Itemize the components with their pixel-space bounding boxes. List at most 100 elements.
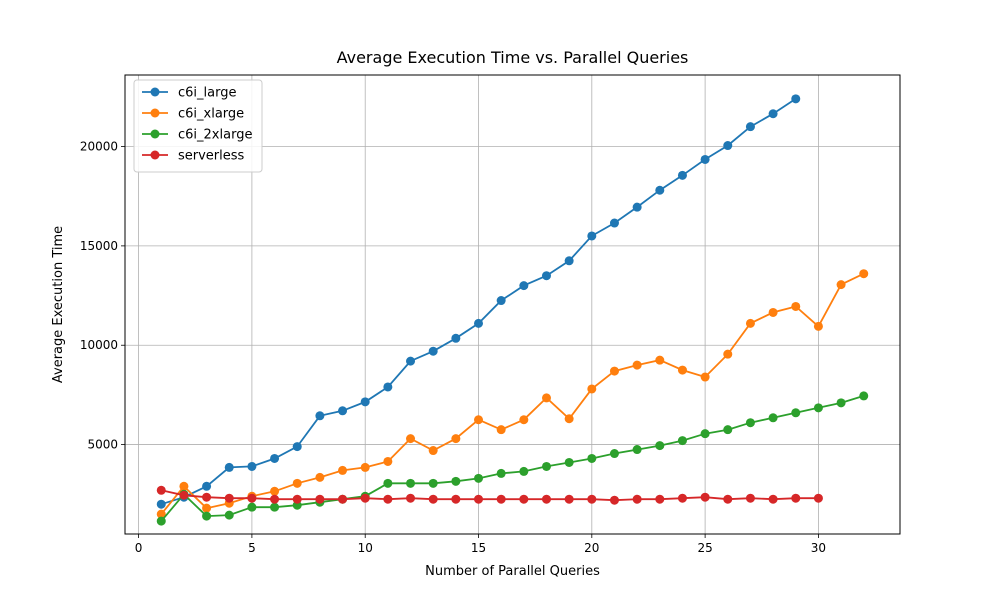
data-point	[202, 503, 212, 513]
series-group	[156, 94, 869, 526]
data-point	[677, 493, 687, 503]
data-point	[292, 442, 302, 452]
legend: c6i_large c6i_xlarge c6i_2xlarge serverless	[133, 79, 263, 173]
legend-marker	[150, 129, 160, 139]
legend-item: c6i_xlarge	[142, 107, 244, 122]
data-point	[360, 397, 370, 407]
data-point	[496, 296, 506, 306]
data-point	[179, 481, 189, 491]
y-tick-label: 15000	[80, 239, 118, 253]
data-point	[632, 202, 642, 212]
data-point	[360, 462, 370, 472]
axis-ticks: 0 5 10 15 20 25 30 5000 10000 15000 20000	[80, 140, 826, 555]
data-point	[768, 494, 778, 504]
data-point	[564, 414, 574, 424]
data-point	[700, 154, 710, 164]
data-point	[609, 449, 619, 459]
data-point	[406, 434, 416, 444]
series-serverless	[156, 485, 823, 505]
data-point	[564, 494, 574, 504]
data-point	[677, 170, 687, 180]
data-point	[655, 494, 665, 504]
data-point	[315, 472, 325, 482]
legend-label: c6i_large	[178, 86, 236, 101]
data-point	[723, 349, 733, 359]
data-point	[156, 485, 166, 495]
data-point	[224, 510, 234, 520]
x-axis-label: Number of Parallel Queries	[425, 564, 600, 579]
data-point	[836, 280, 846, 290]
data-point	[609, 366, 619, 376]
data-point	[677, 436, 687, 446]
legend-label: c6i_xlarge	[178, 107, 244, 122]
data-point	[791, 94, 801, 104]
data-point	[156, 499, 166, 509]
series-c6i_large	[156, 94, 801, 509]
data-point	[474, 494, 484, 504]
data-point	[474, 415, 484, 425]
data-point	[609, 218, 619, 228]
legend-item: serverless	[142, 149, 245, 164]
data-point	[270, 486, 280, 496]
data-point	[315, 494, 325, 504]
x-tick-label: 25	[697, 541, 712, 555]
data-point	[723, 494, 733, 504]
data-point	[655, 185, 665, 195]
plot-area-frame	[124, 74, 901, 535]
data-point	[156, 516, 166, 526]
legend-item: c6i_large	[142, 86, 236, 101]
x-tick-label: 30	[811, 541, 826, 555]
data-point	[700, 372, 710, 382]
data-point	[383, 382, 393, 392]
legend-label: c6i_2xlarge	[178, 128, 252, 143]
y-tick-label: 10000	[80, 338, 118, 352]
data-point	[338, 465, 348, 475]
series-c6i_2xlarge	[156, 391, 869, 526]
data-point	[451, 333, 461, 343]
data-point	[541, 271, 551, 281]
data-point	[428, 494, 438, 504]
x-tick-label: 20	[584, 541, 599, 555]
data-point	[859, 391, 869, 401]
legend-box	[133, 79, 263, 173]
data-point	[247, 502, 257, 512]
data-point	[224, 462, 234, 472]
data-point	[247, 461, 257, 471]
data-point	[179, 490, 189, 500]
data-point	[859, 269, 869, 279]
data-point	[768, 413, 778, 423]
data-point	[723, 141, 733, 151]
data-point	[292, 494, 302, 504]
x-tick-label: 5	[248, 541, 256, 555]
y-tick-label: 5000	[87, 438, 118, 452]
data-point	[541, 393, 551, 403]
data-point	[496, 494, 506, 504]
data-point	[813, 403, 823, 413]
data-point	[587, 231, 597, 241]
data-point	[383, 456, 393, 466]
data-point	[791, 408, 801, 418]
data-point	[292, 478, 302, 488]
data-point	[723, 425, 733, 435]
data-point	[768, 307, 778, 317]
data-point	[519, 466, 529, 476]
data-point	[541, 494, 551, 504]
data-point	[768, 109, 778, 119]
data-point	[406, 356, 416, 366]
data-point	[745, 493, 755, 503]
data-point	[202, 511, 212, 521]
data-point	[655, 355, 665, 365]
data-point	[519, 281, 529, 291]
data-point	[587, 453, 597, 463]
data-point	[564, 457, 574, 467]
data-point	[587, 384, 597, 394]
x-tick-label: 15	[471, 541, 486, 555]
data-point	[451, 476, 461, 486]
data-point	[609, 495, 619, 505]
legend-marker	[150, 150, 160, 160]
data-point	[383, 478, 393, 488]
data-point	[270, 494, 280, 504]
data-point	[836, 398, 846, 408]
data-point	[496, 425, 506, 435]
